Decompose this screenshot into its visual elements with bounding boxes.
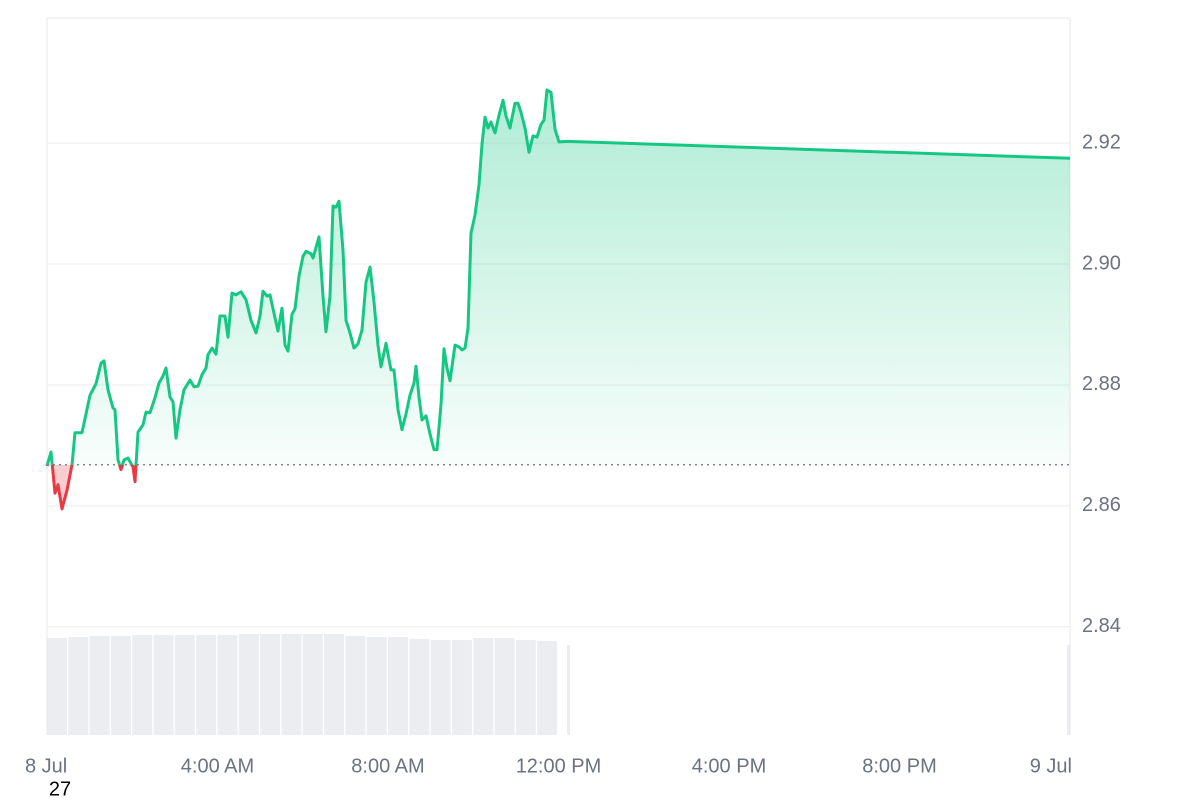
volume-bar [366, 637, 387, 735]
volume-bar [345, 636, 366, 735]
volume-bar [430, 640, 451, 735]
price-line [45, 88, 1071, 511]
x-tick-label: 8 Jul [25, 755, 67, 777]
volume-bar [409, 639, 430, 735]
volume-bar [47, 638, 67, 735]
volume-bar [196, 635, 217, 735]
volume-bar [238, 634, 259, 735]
area-up [47, 89, 1070, 465]
volume-bar [260, 634, 281, 735]
corner-label: 27 [49, 778, 71, 800]
volume-bar [302, 634, 323, 735]
volume-bar [567, 645, 571, 735]
volume-bar [217, 635, 238, 735]
volume-bar [89, 636, 110, 735]
x-tick-label: 4:00 PM [692, 755, 766, 777]
volume-bar [110, 636, 131, 735]
x-tick-label: 4:00 AM [181, 755, 254, 777]
y-tick-label: 2.86 [1082, 494, 1121, 516]
volume-bar [537, 641, 558, 735]
y-tick-label: 2.90 [1082, 252, 1121, 274]
volume-bar [132, 635, 153, 735]
y-tick-label: 2.92 [1082, 131, 1121, 153]
volume-bar [1067, 645, 1070, 735]
volume-bar [451, 640, 472, 735]
volume-bar [174, 635, 195, 735]
x-tick-label: 9 Jul [1030, 755, 1072, 777]
volume-bar [494, 638, 515, 735]
y-tick-label: 2.88 [1082, 373, 1121, 395]
x-tick-label: 8:00 AM [351, 755, 424, 777]
x-tick-label: 8:00 PM [862, 755, 936, 777]
x-tick-label: 12:00 PM [516, 755, 602, 777]
volume-bar [473, 638, 494, 735]
volume-bar [388, 637, 408, 735]
volume-bar [68, 637, 89, 735]
volume-bar [324, 634, 345, 735]
volume-bar [153, 635, 174, 735]
volume-bar [515, 640, 536, 735]
volume-bar [281, 634, 302, 735]
y-tick-label: 2.84 [1082, 615, 1121, 637]
